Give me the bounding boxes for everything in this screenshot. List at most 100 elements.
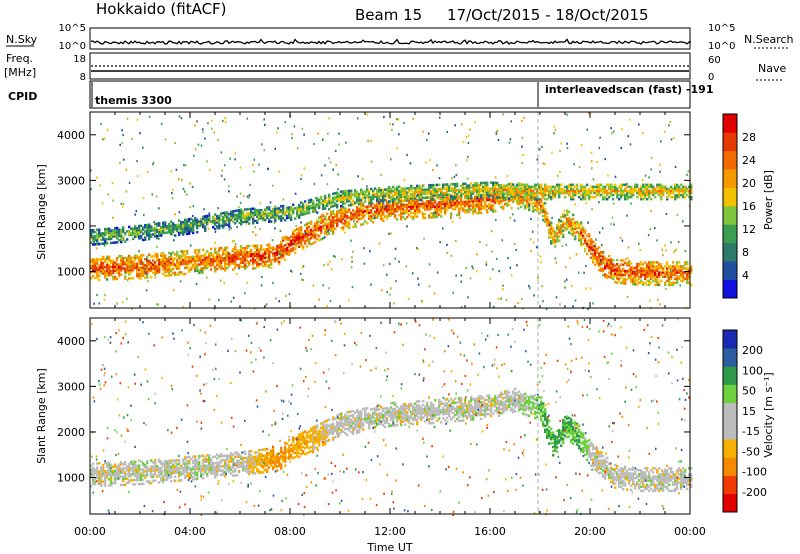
heatmap-cell: [472, 210, 475, 213]
heatmap-cell: [552, 241, 555, 245]
heatmap-cell: [240, 218, 243, 222]
heatmap-cell: [244, 292, 246, 295]
heatmap-cell: [120, 232, 123, 236]
heatmap-cell: [585, 264, 587, 268]
heatmap-cell: [374, 204, 377, 207]
heatmap-cell: [100, 232, 103, 235]
heatmap-cell: [268, 220, 271, 223]
heatmap-cell: [388, 190, 391, 193]
heatmap-cell: [548, 185, 551, 189]
heatmap-cell: [214, 221, 217, 225]
heatmap-cell: [132, 227, 135, 230]
heatmap-cell: [242, 255, 245, 258]
heatmap-cell: [158, 228, 161, 231]
heatmap-cell: [140, 474, 143, 478]
heatmap-cell: [182, 233, 185, 236]
heatmap-cell: [532, 205, 535, 209]
heatmap-cell: [334, 213, 337, 216]
heatmap-cell: [624, 187, 627, 191]
heatmap-cell: [440, 187, 443, 191]
heatmap-cell: [322, 214, 325, 218]
heatmap-cell: [530, 217, 532, 220]
heatmap-cell: [202, 269, 205, 272]
heatmap-cell: [274, 207, 277, 211]
heatmap-cell: [396, 210, 399, 213]
heatmap-cell: [102, 464, 105, 467]
heatmap-cell: [270, 216, 273, 219]
heatmap-cell: [174, 263, 177, 266]
heatmap-cell: [424, 196, 427, 200]
heatmap-cell: [334, 219, 337, 222]
heatmap-cell: [526, 197, 529, 201]
heatmap-cell: [492, 199, 495, 203]
heatmap-cell: [176, 263, 179, 266]
heatmap-cell: [657, 298, 659, 301]
heatmap-cell: [406, 193, 409, 196]
heatmap-cell: [157, 303, 160, 306]
heatmap-cell: [374, 195, 377, 198]
heatmap-cell: [382, 264, 385, 267]
heatmap-cell: [100, 478, 103, 481]
heatmap-cell: [565, 278, 568, 281]
heatmap-cell: [152, 479, 155, 483]
heatmap-cell: [634, 279, 637, 282]
heatmap-cell: [596, 249, 599, 253]
heatmap-cell: [362, 208, 365, 211]
heatmap-cell: [93, 241, 95, 244]
heatmap-cell: [600, 269, 603, 272]
heatmap-cell: [610, 193, 613, 197]
heatmap-cell: [114, 473, 117, 477]
heatmap-cell: [544, 212, 547, 215]
heatmap-cell: [422, 206, 425, 210]
heatmap-cell: [258, 248, 261, 251]
heatmap-cell: [260, 248, 263, 251]
heatmap-cell: [236, 272, 238, 275]
heatmap-cell: [220, 263, 223, 266]
heatmap-cell: [630, 262, 633, 265]
heatmap-cell: [286, 252, 289, 256]
heatmap-cell: [378, 209, 381, 213]
heatmap-cell: [162, 229, 165, 233]
heatmap-cell: [184, 258, 187, 261]
heatmap-cell: [327, 197, 330, 200]
heatmap-cell: [156, 464, 159, 468]
heatmap-cell: [310, 222, 313, 225]
heatmap-cell: [412, 197, 415, 200]
heatmap-cell: [646, 193, 649, 197]
heatmap-cell: [274, 227, 276, 230]
heatmap-cell: [124, 475, 127, 478]
heatmap-cell: [124, 261, 127, 264]
heatmap-cell: [632, 266, 635, 269]
heatmap-cell: [104, 266, 107, 269]
heatmap-cell: [338, 143, 340, 146]
heatmap-cell: [414, 213, 417, 216]
heatmap-cell: [116, 259, 119, 262]
heatmap-cell: [136, 274, 139, 278]
heatmap-cell: [232, 254, 235, 257]
heatmap-cell: [303, 133, 305, 136]
heatmap-cell: [682, 191, 685, 195]
heatmap-cell: [420, 202, 423, 206]
heatmap-cell: [454, 187, 457, 190]
heatmap-cell: [386, 194, 389, 197]
heatmap-cell: [134, 466, 137, 470]
heatmap-cell: [370, 140, 372, 143]
heatmap-cell: [112, 267, 115, 271]
heatmap-cell: [280, 244, 283, 248]
heatmap-cell: [396, 205, 399, 209]
heatmap-cell: [406, 197, 409, 200]
heatmap-cell: [492, 187, 495, 191]
heatmap-cell: [468, 196, 471, 199]
heatmap-cell: [456, 184, 459, 188]
heatmap-cell: [644, 267, 647, 270]
heatmap-cell: [130, 262, 133, 266]
heatmap-cell: [304, 229, 307, 233]
heatmap-cell: [516, 193, 519, 197]
heatmap-cell: [218, 259, 221, 262]
heatmap-cell: [302, 206, 305, 210]
heatmap-cell: [256, 211, 259, 214]
heatmap-cell: [310, 232, 313, 236]
heatmap-cell: [164, 266, 167, 269]
heatmap-cell: [456, 205, 459, 209]
heatmap-cell: [125, 266, 127, 269]
